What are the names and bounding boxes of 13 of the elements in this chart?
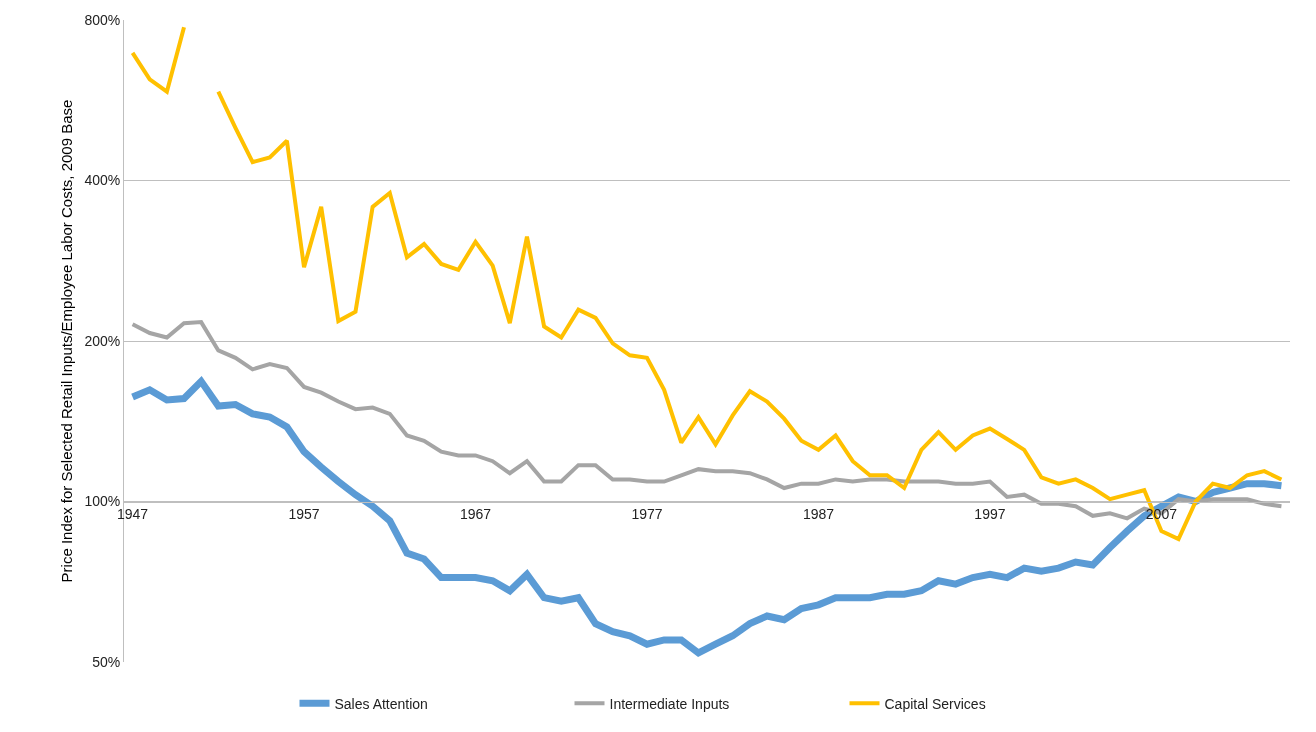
x-tick-label: 1977 (631, 506, 663, 523)
y-tick-label: 800% (84, 11, 121, 28)
legend-label: Intermediate Inputs (609, 695, 730, 712)
legend-label: Capital Services (884, 695, 986, 712)
x-tick-label: 1967 (459, 506, 492, 523)
legend-label: Sales Attention (334, 695, 428, 712)
x-tick-label: 1997 (974, 506, 1006, 523)
y-tick-label: 50% (92, 653, 121, 670)
x-tick-label: 1957 (288, 506, 320, 523)
y-tick-label: 200% (84, 332, 121, 349)
x-tick-label: 1987 (802, 506, 835, 523)
y-axis-title: Price Index for Selected Retail Inputs/Employee Labor Costs, 2009 Base (57, 99, 75, 583)
y-tick-label: 400% (84, 172, 121, 189)
